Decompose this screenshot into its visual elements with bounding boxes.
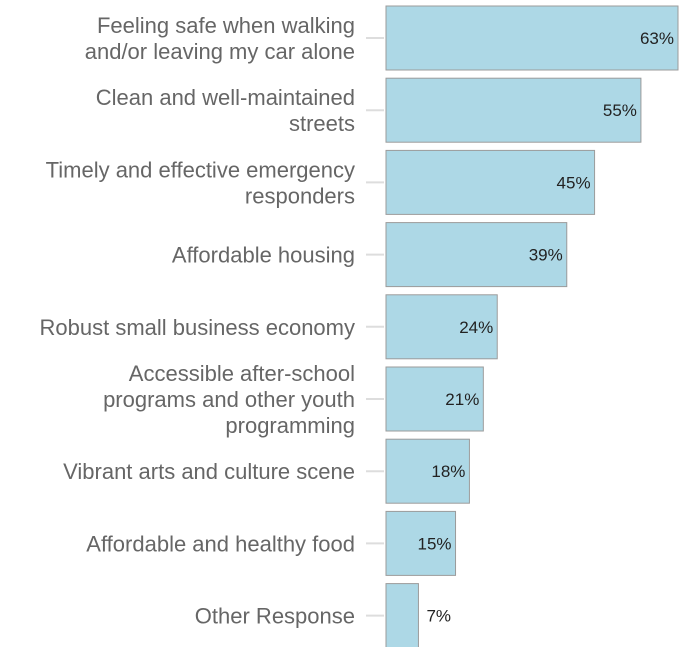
bar-6	[385, 438, 470, 504]
bars-group	[385, 5, 679, 647]
category-label-1: Clean and well-maintained streets	[96, 85, 355, 136]
bar-5	[385, 366, 484, 432]
value-label-8: 7%	[426, 607, 451, 626]
value-labels-group: 63% 55% 45% 39% 24% 21% 18% 15% 7%	[417, 29, 674, 626]
bar-3	[385, 222, 568, 288]
category-label-5: Accessible after-school programs and othe…	[103, 361, 355, 438]
category-label-6: Vibrant arts and culture scene	[63, 459, 355, 484]
category-label-4: Robust small business economy	[40, 315, 355, 340]
value-label-2: 45%	[557, 173, 591, 192]
value-label-0: 63%	[640, 29, 674, 48]
category-label-3: Affordable housing	[172, 243, 355, 268]
bar-8	[385, 583, 419, 647]
category-label-2: Timely and effective emergency responders	[46, 157, 355, 208]
value-label-4: 24%	[459, 318, 493, 337]
bar-4	[385, 294, 498, 360]
category-labels-group: Feeling safe when walking and/or leaving …	[40, 13, 355, 629]
category-label-7: Affordable and healthy food	[86, 531, 355, 556]
value-label-3: 39%	[529, 246, 563, 265]
bar-1	[385, 77, 642, 143]
value-label-5: 21%	[445, 390, 479, 409]
value-label-7: 15%	[417, 534, 451, 553]
category-label-0: Feeling safe when walking and/or leaving …	[85, 13, 355, 64]
category-label-8: Other Response	[195, 604, 355, 629]
bar-0	[385, 5, 679, 71]
bar-7	[385, 510, 457, 576]
value-label-6: 18%	[431, 462, 465, 481]
value-label-1: 55%	[603, 101, 637, 120]
bar-2	[385, 149, 596, 215]
tick-marks-group	[366, 37, 384, 617]
